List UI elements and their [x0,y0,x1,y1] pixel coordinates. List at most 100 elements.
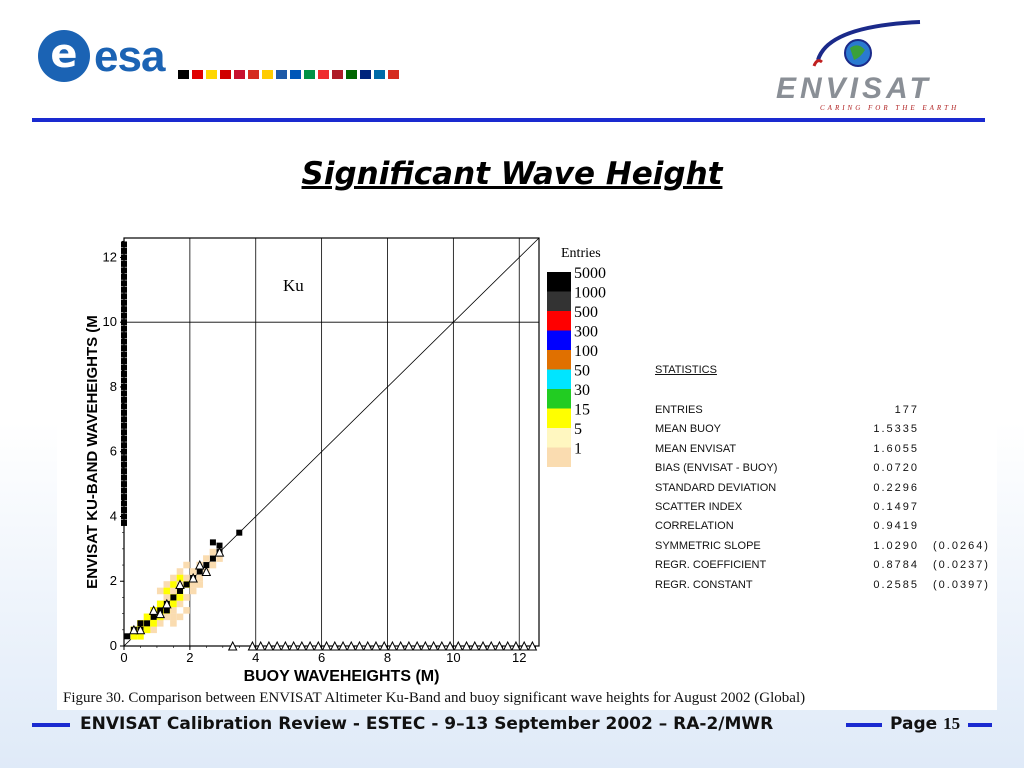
flag-12 [346,70,357,79]
flag-3 [220,70,231,79]
stat-label: SCATTER INDEX [655,501,743,513]
data-point-square [121,429,127,436]
member-flags [178,70,399,79]
heatmap-cell-1 [209,561,217,569]
data-point-square [196,568,203,575]
heatmap-cell-1 [170,613,177,621]
data-point-triangle [437,640,447,651]
heatmap-cell-1 [196,581,204,588]
data-point-triangle [461,640,472,651]
data-point-triangle [135,624,146,635]
flag-0 [178,70,189,79]
flag-15 [388,70,399,79]
data-point-triangle [511,640,521,651]
heatmap-cell-1 [189,581,197,588]
footer-text: ENVISAT Calibration Review - ESTEC - 9–1… [80,714,774,734]
data-point-triangle [194,559,205,570]
heatmap-cell-1 [156,620,164,627]
data-point-square [121,338,127,345]
data-point-square [121,241,127,248]
heatmap-cell-15 [137,632,144,640]
legend-swatch [547,311,571,331]
heatmap-cell-15 [156,600,164,608]
flag-11 [332,70,343,79]
x-tick-label: 10 [446,650,460,665]
stat-label: REGR. CONSTANT [655,578,753,591]
heatmap-cell-15 [143,626,151,634]
heatmap-cell-1 [170,607,177,614]
stat-label: STANDARD DEVIATION [655,481,777,494]
data-point-square [121,461,127,468]
data-point-square [121,448,127,455]
data-point-triangle [247,640,258,651]
data-point-triangle [478,640,488,651]
stat-row: REGR. COEFFICIENT 0.8784 (0.0237) [655,559,995,573]
envisat-swoosh [816,20,921,61]
data-point-triangle [188,572,198,583]
data-point-square [121,481,127,488]
data-point-triangle [175,579,185,589]
legend-label: 1000 [574,285,606,302]
chart-annotation: Ku [283,276,304,295]
legend-swatch [547,447,571,467]
stat-value: 177 [894,404,919,416]
legend-label: 300 [574,324,598,341]
stat-value: 1.5335 [873,423,919,436]
data-point-square [203,562,210,569]
stat-row: SCATTER INDEX 0.1497 [655,501,995,515]
data-point-square [121,267,127,274]
legend-label: 100 [574,343,598,360]
stat-label: SYMMETRIC SLOPE [655,539,761,552]
data-point-triangle [527,640,538,651]
data-point-square [121,351,127,358]
data-point-square [121,377,127,384]
x-tick-label: 12 [512,650,526,665]
data-point-triangle [297,640,307,651]
flag-10 [318,70,329,79]
data-point-triangle [412,640,422,651]
heatmap-cell-15 [176,574,184,582]
data-point-square [183,581,190,588]
data-point-triangle [272,640,282,651]
data-point-square [121,416,127,423]
flag-9 [304,70,315,79]
data-point-square [121,364,127,371]
data-point-square [121,494,127,501]
data-point-triangle [445,640,455,651]
heatmap-cell-1 [170,620,177,627]
data-point-square [121,422,127,429]
data-point-square [144,620,151,627]
heatmap-cell-15 [150,620,157,627]
stat-value: 0.2585 [873,578,919,591]
data-point-square [121,500,127,507]
data-point-triangle [346,640,357,651]
data-point-triangle [255,640,266,651]
heatmap-cell-1 [216,555,223,562]
stat-label: CORRELATION [655,520,734,533]
heatmap-cell-15 [143,613,151,621]
data-point-square [121,260,127,267]
data-point-square [209,555,216,562]
stat-row: SYMMETRIC SLOPE 1.0290 (0.0264) [655,540,995,554]
x-axis-label: BUOY WAVEHEIGHTS (M) [244,668,440,685]
page-indicator: Page 15 [890,714,960,734]
x-tick-label: 2 [186,650,193,665]
heatmap-cell-1 [163,594,171,601]
stat-label: MEAN BUOY [655,423,722,436]
legend-label: 5 [574,421,582,438]
figure-caption: Figure 30. Comparison between ENVISAT Al… [63,690,806,706]
data-point-triangle [227,640,238,651]
legend-swatch [547,408,571,428]
envisat-logo: ENVISAT CARING FOR THE EARTH [770,20,985,120]
data-point-triangle [148,605,159,615]
data-point-square [121,507,127,513]
data-point-square [121,325,127,332]
data-point-square [216,542,223,549]
data-point-square [121,442,127,449]
page-title: Significant Wave Height [301,156,723,192]
y-tick-label: 2 [110,573,117,588]
flag-2 [206,70,217,79]
data-point-square [170,594,177,601]
stat-value: 0.2296 [873,481,919,494]
data-point-triangle [129,624,139,635]
